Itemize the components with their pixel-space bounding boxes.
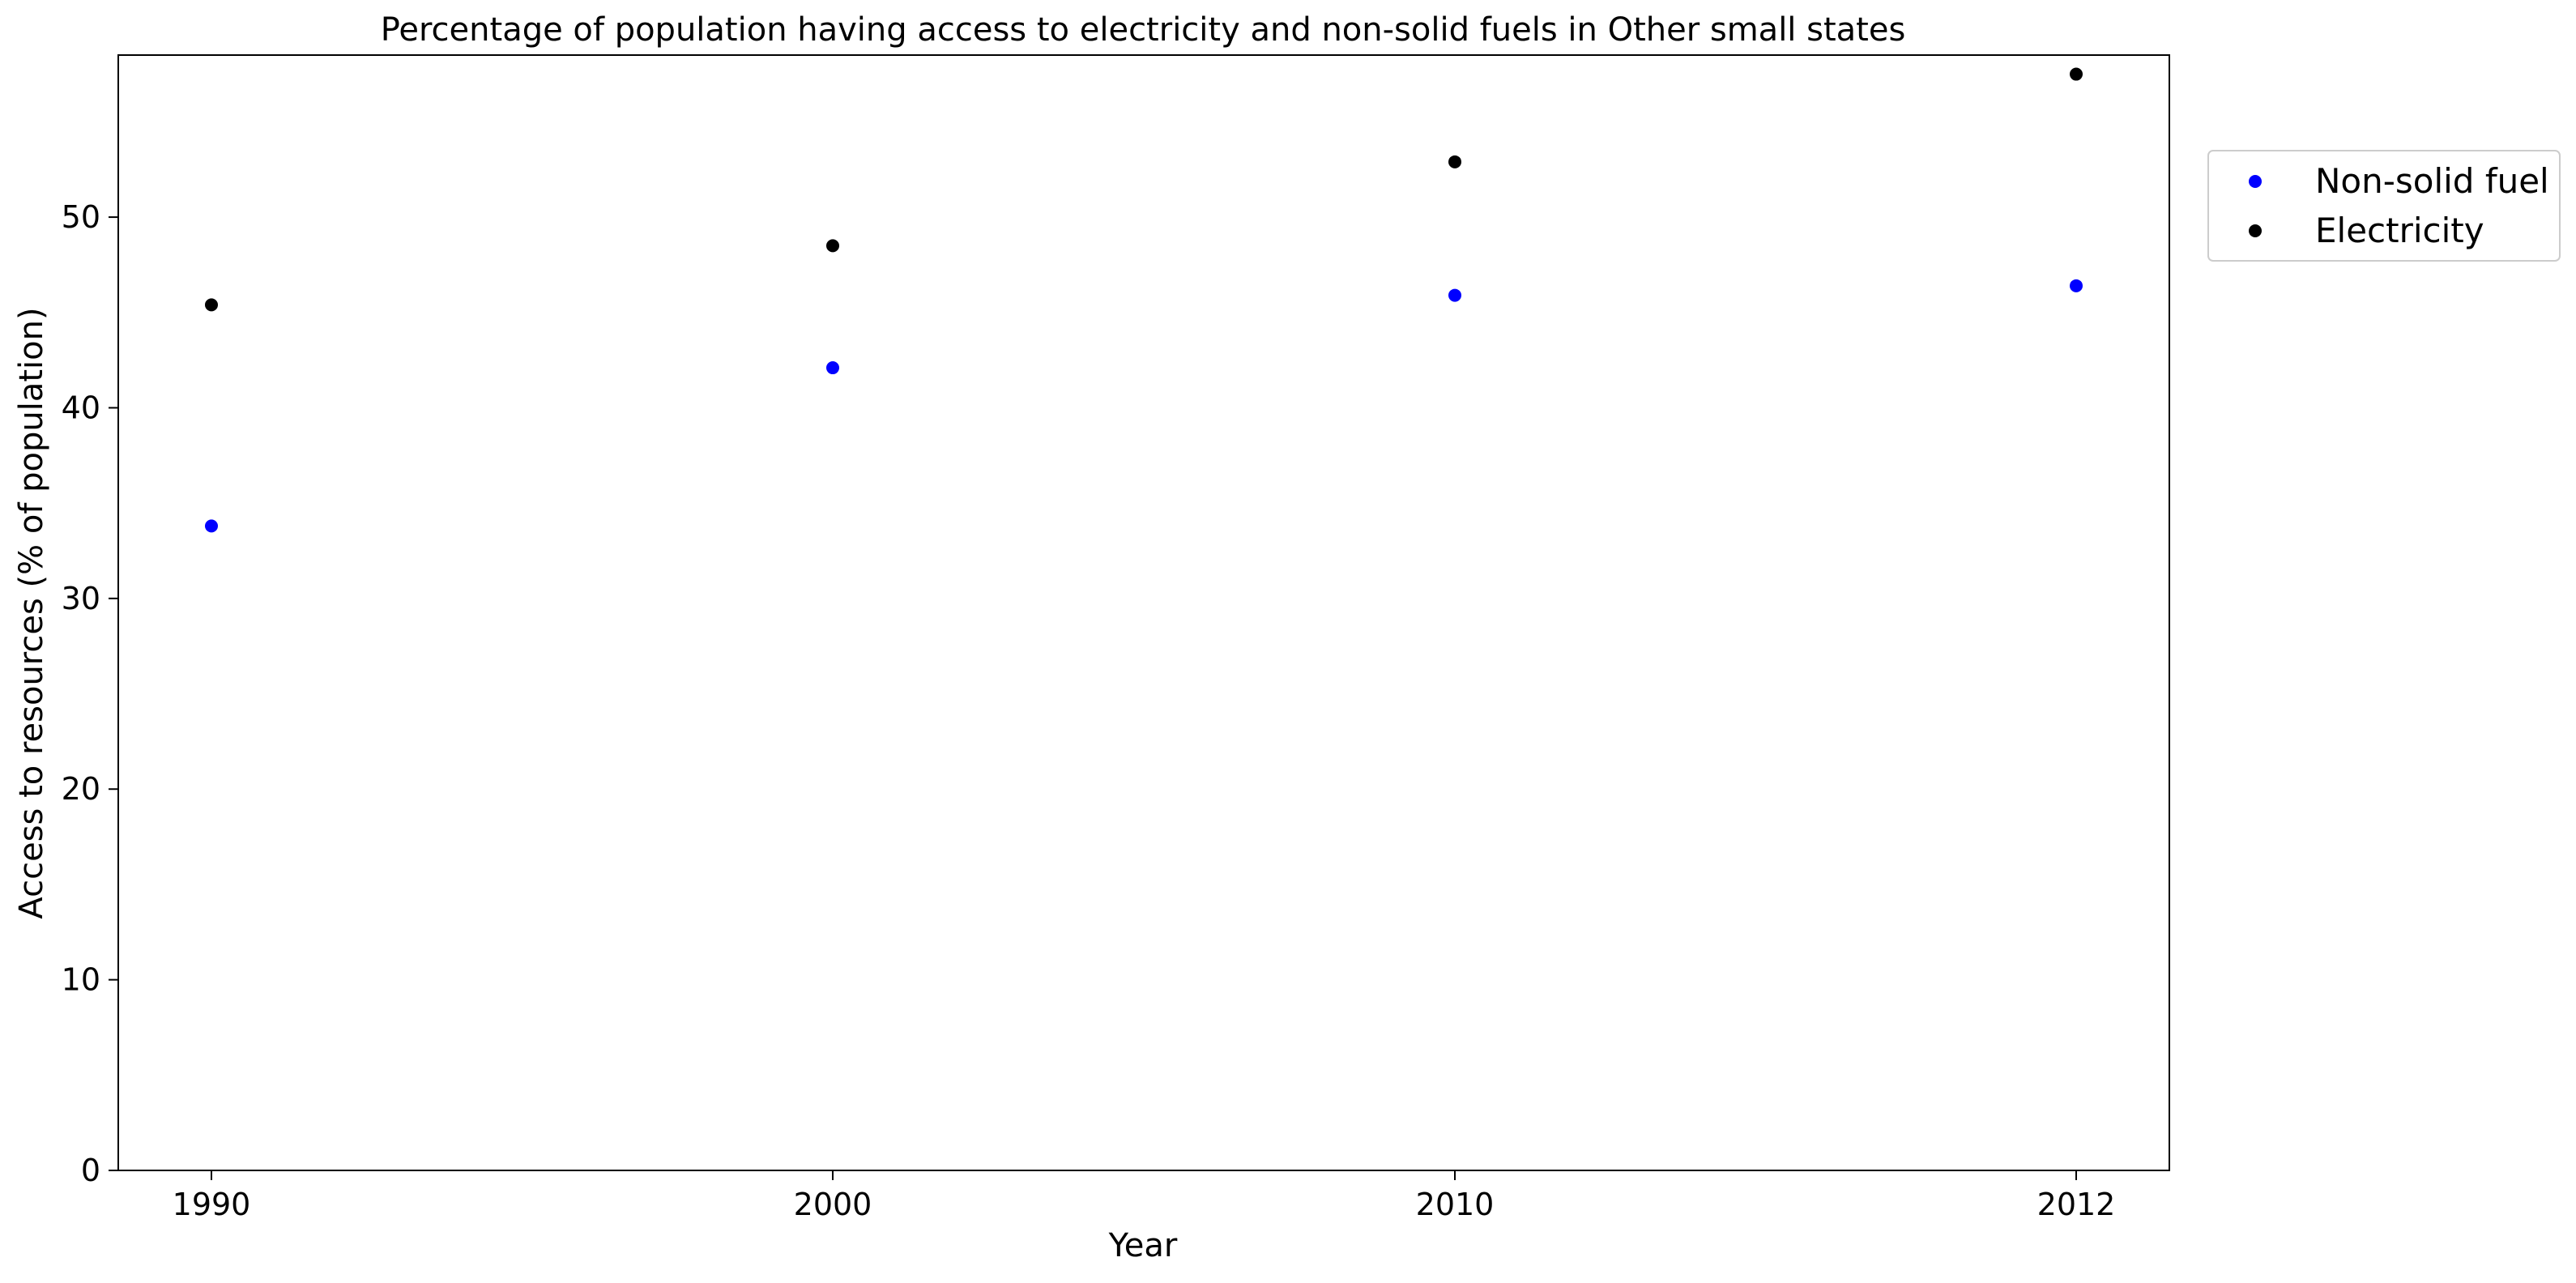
plot-area-frame [117,54,2170,1171]
data-point-non-solid-fuel [2070,279,2083,292]
data-point-non-solid-fuel [826,361,839,375]
legend-entry-electricity: Electricity [2249,211,2484,250]
legend-marker-electricity [2249,224,2262,237]
data-point-non-solid-fuel [205,519,218,533]
x-tick-label: 1990 [173,1187,251,1222]
data-point-non-solid-fuel [1448,288,1461,302]
y-tick-label: 20 [62,771,100,807]
y-tick-label: 40 [62,390,100,425]
legend-marker-non-solid-fuel [2249,175,2262,188]
legend: Non-solid fuel Electricity [2207,150,2561,262]
y-tick-label: 30 [62,581,100,616]
y-tick-label: 0 [81,1153,100,1188]
y-tick-label: 50 [62,199,100,235]
data-point-electricity [826,239,839,253]
data-point-electricity [205,298,218,312]
x-axis-label: Year [1108,1227,1178,1264]
y-tick-label: 10 [62,962,100,998]
chart-title: Percentage of population having access t… [381,11,1906,49]
x-tick-label: 2012 [2037,1187,2116,1222]
data-points [205,67,2083,533]
legend-label-non-solid-fuel: Non-solid fuel [2315,161,2549,201]
legend-entry-non-solid-fuel: Non-solid fuel [2249,161,2549,201]
y-axis: 0 10 20 30 40 50 [62,199,118,1188]
x-tick-label: 2010 [1416,1187,1495,1222]
data-point-electricity [2070,67,2083,81]
legend-box [2207,150,2561,262]
y-axis-label: Access to resources (% of population) [13,307,50,919]
legend-label-electricity: Electricity [2315,211,2484,250]
x-tick-label: 2000 [794,1187,872,1222]
data-point-electricity [1448,155,1461,168]
x-axis: 1990 2000 2010 2012 [173,1170,2116,1222]
